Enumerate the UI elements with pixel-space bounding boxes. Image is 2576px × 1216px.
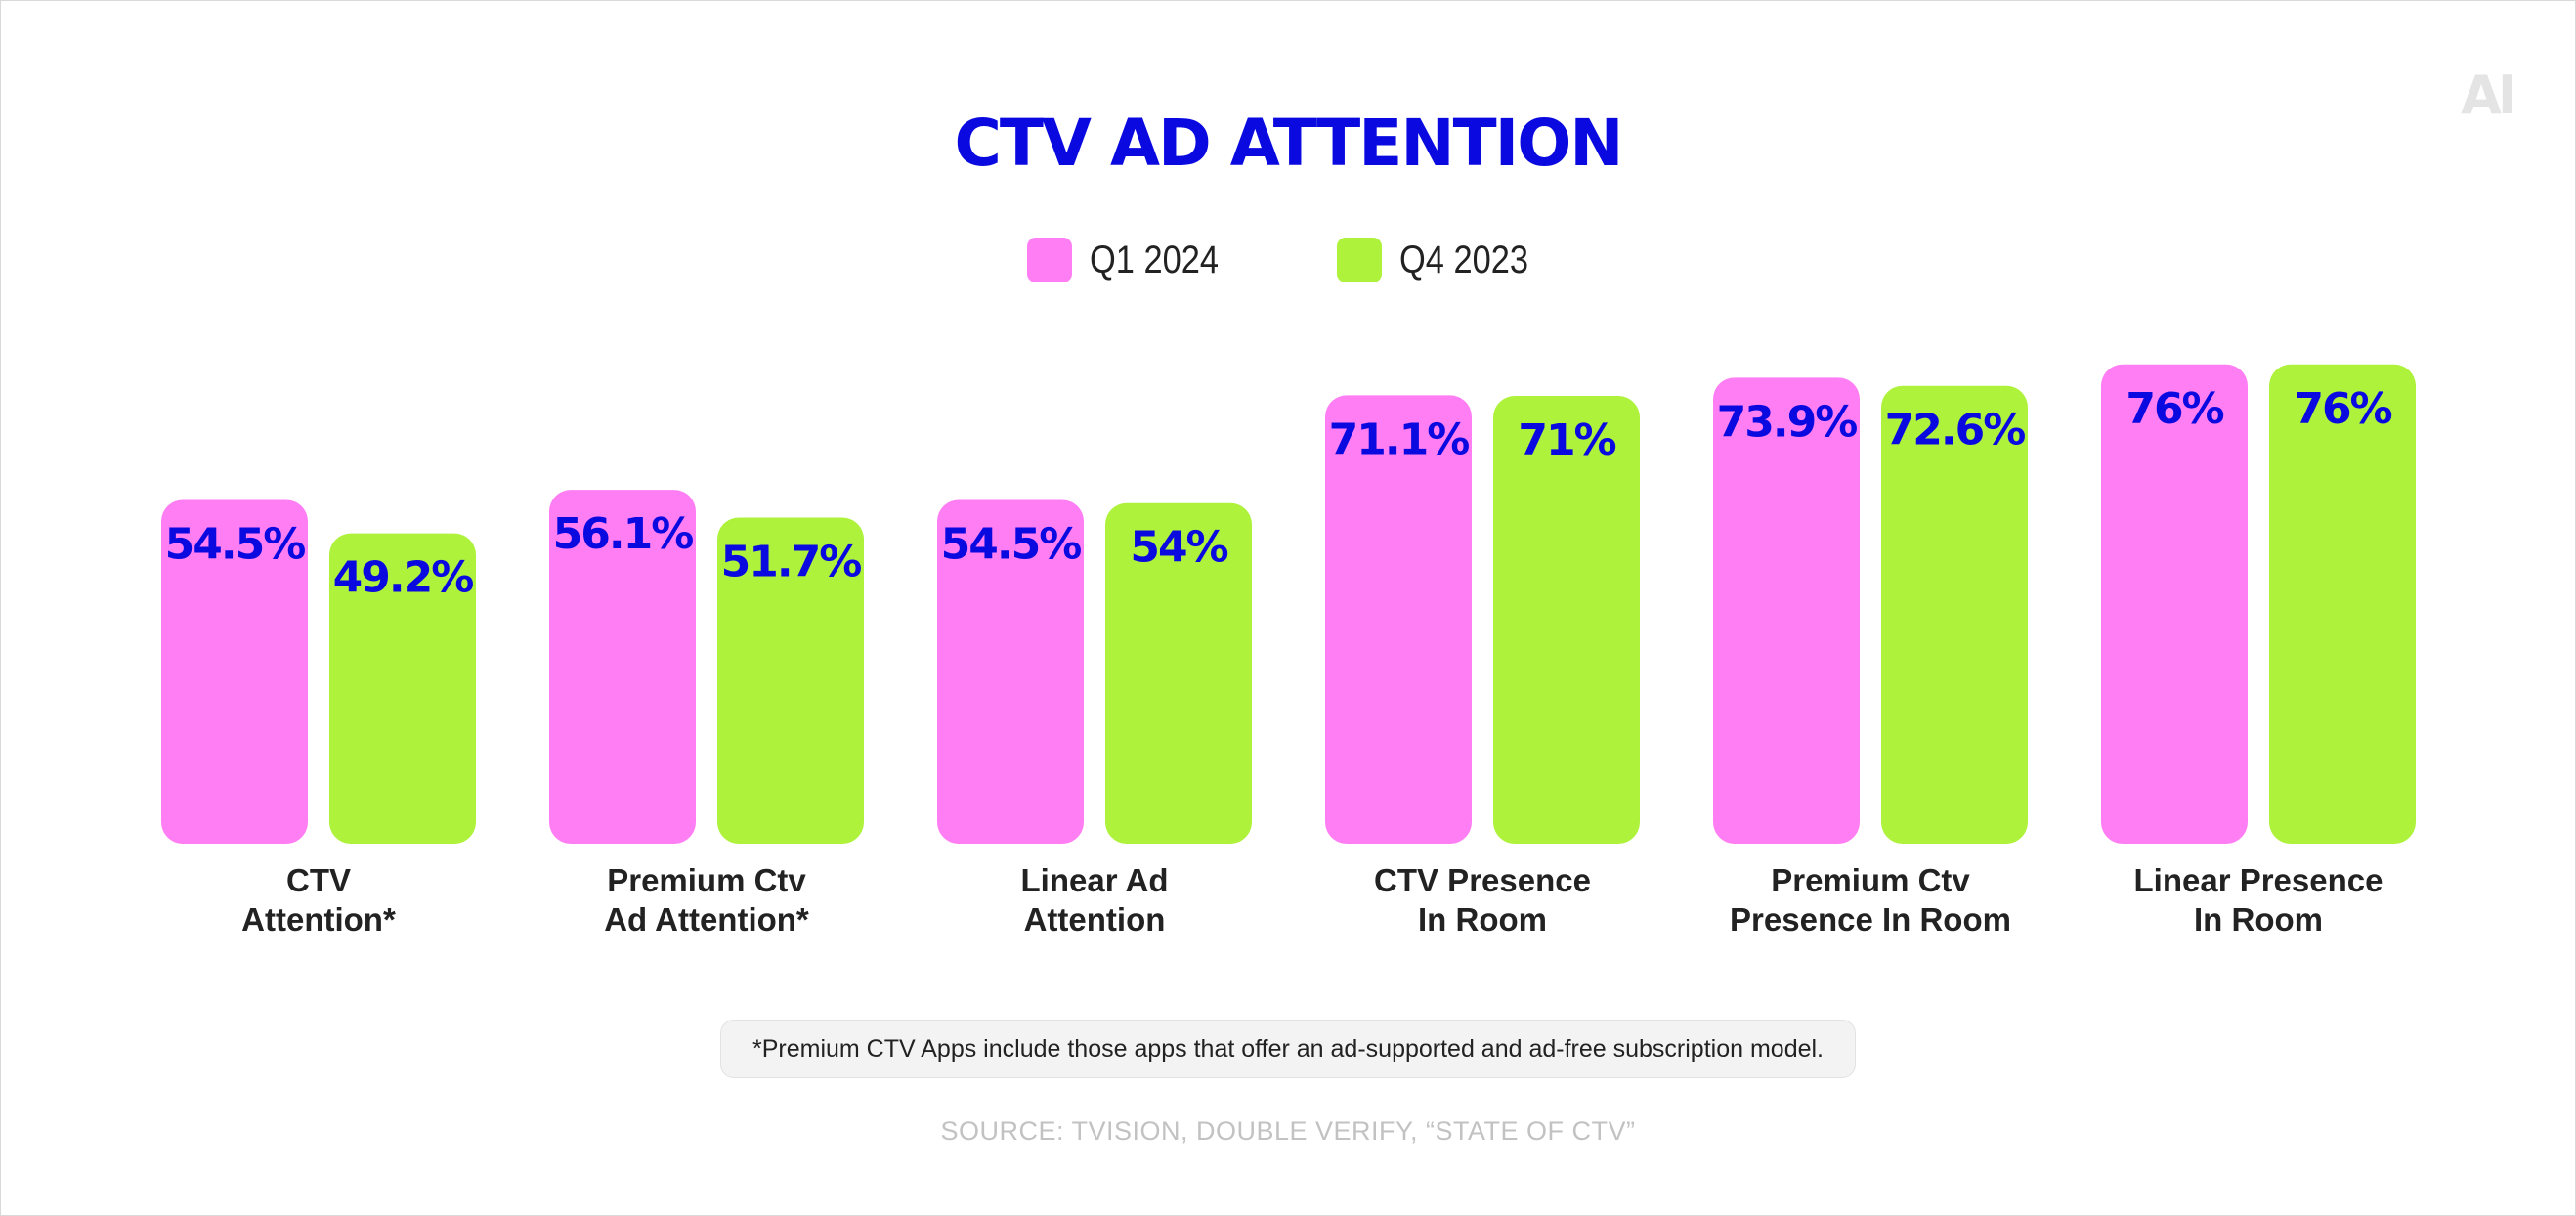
value-label-q1-2024-ctv-attention: 54.5% [165,519,306,569]
category-label-linear-ad-attention-line-2: Attention [1024,901,1166,937]
legend-swatch-q1-2024 [1026,238,1072,282]
category-label-premium-ctv-presence-in-room-line-1: Premium Ctv [1771,862,1970,898]
legend-label-q1-2024: Q1 2024 [1089,238,1219,282]
category-label-linear-presence-in-room-line-2: In Room [2194,901,2323,937]
source-note: SOURCE: TVISION, DOUBLE VERIFY, “STATE O… [940,1116,1636,1146]
category-label-linear-ad-attention-line-1: Linear Ad [1021,862,1169,898]
legend-item-q4-2023: Q4 2023 [1337,238,1549,282]
brand-logo: AI [2461,65,2517,126]
bar-q4-2023-linear-ad-attention [1105,502,1252,844]
value-label-q4-2023-premium-ctv-ad-attention: 51.7% [721,538,862,587]
bar-q4-2023-ctv-presence-in-room [1493,396,1640,844]
bar-q1-2024-linear-ad-attention [937,499,1084,844]
value-label-q1-2024-linear-ad-attention: 54.5% [941,519,1082,569]
bar-q4-2023-premium-ctv-presence-in-room [1881,385,2028,844]
legend-label-q4-2023: Q4 2023 [1399,238,1528,282]
bar-q1-2024-premium-ctv-presence-in-room [1713,377,1860,844]
category-label-ctv-attention-line-2: Attention* [241,901,396,937]
bar-q4-2023-linear-presence-in-room [2269,364,2416,844]
category-label-premium-ctv-ad-attention-line-2: Ad Attention* [604,901,809,937]
bar-q4-2023-premium-ctv-ad-attention [717,517,864,844]
bar-q4-2023-ctv-attention [329,533,476,844]
footnote: *Premium CTV Apps include those apps tha… [720,1020,1856,1078]
value-label-q4-2023-ctv-attention: 49.2% [333,553,474,603]
bar-q1-2024-premium-ctv-ad-attention [549,490,696,844]
bar-q1-2024-ctv-attention [161,499,308,844]
legend-swatch-q4-2023 [1337,238,1382,282]
value-label-q1-2024-premium-ctv-presence-in-room: 73.9% [1717,397,1858,447]
value-label-q4-2023-linear-ad-attention: 54% [1130,523,1227,573]
category-label-ctv-presence-in-room-line-2: In Room [1418,901,1547,937]
bar-q1-2024-linear-presence-in-room [2101,364,2248,844]
category-label-premium-ctv-presence-in-room-line-2: Presence In Room [1730,901,2011,937]
value-label-q4-2023-premium-ctv-presence-in-room: 72.6% [1885,406,2026,456]
category-label-ctv-attention-line-1: CTV [286,862,351,898]
category-label-ctv-presence-in-room-line-1: CTV Presence [1374,862,1591,898]
value-label-q1-2024-ctv-presence-in-room: 71.1% [1329,414,1470,464]
legend-item-q1-2024: Q1 2024 [1026,238,1239,282]
value-label-q1-2024-linear-presence-in-room: 76% [2125,384,2223,434]
chart-legend: Q1 2024 Q4 2023 [0,238,2576,282]
category-label-linear-presence-in-room-line-1: Linear Presence [2134,862,2383,898]
value-label-q4-2023-ctv-presence-in-room: 71% [1518,415,1615,465]
value-label-q1-2024-premium-ctv-ad-attention: 56.1% [553,509,694,559]
bar-q1-2024-ctv-presence-in-room [1325,395,1472,844]
value-label-q4-2023-linear-presence-in-room: 76% [2294,384,2391,434]
chart-title: CTV AD ATTENTION [954,106,1623,181]
category-label-premium-ctv-ad-attention-line-1: Premium Ctv [607,862,806,898]
